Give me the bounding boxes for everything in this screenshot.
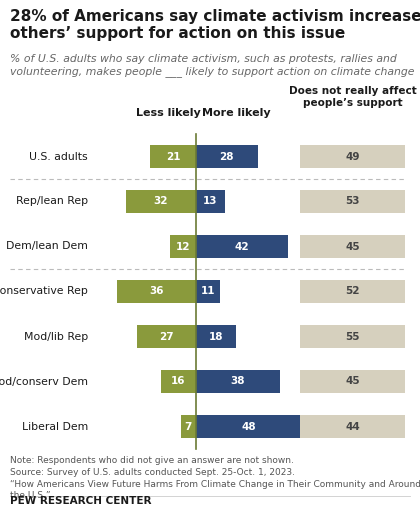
Text: 28% of Americans say climate activism increases
others’ support for action on th: 28% of Americans say climate activism in… [10,9,420,42]
Bar [150,145,196,168]
Text: 13: 13 [203,196,218,207]
Text: Less likely: Less likely [136,108,200,118]
Text: PEW RESEARCH CENTER: PEW RESEARCH CENTER [10,496,152,506]
Bar [300,415,405,438]
Bar [300,280,405,303]
Text: 12: 12 [176,242,190,251]
Text: 42: 42 [235,242,249,251]
Text: 27: 27 [159,332,173,341]
Text: More likely: More likely [202,108,270,118]
Text: 55: 55 [345,332,360,341]
Text: % of U.S. adults who say climate activism, such as protests, rallies and
volunte: % of U.S. adults who say climate activis… [10,54,415,77]
Bar [196,415,302,438]
Text: Rep/lean Rep: Rep/lean Rep [16,196,88,207]
Bar [196,190,225,213]
Text: Conservative Rep: Conservative Rep [0,286,88,297]
Text: Liberal Dem: Liberal Dem [22,421,88,431]
Text: 52: 52 [345,286,360,297]
Bar [196,145,257,168]
Bar [196,325,236,348]
Text: 38: 38 [231,376,245,387]
Text: Does not really affect
people’s support: Does not really affect people’s support [289,86,416,108]
Text: 21: 21 [165,152,180,161]
Text: 7: 7 [185,421,192,431]
Bar [196,370,280,393]
Text: Dem/lean Dem: Dem/lean Dem [6,242,88,251]
Bar [161,370,196,393]
Text: 32: 32 [154,196,168,207]
Bar [196,235,289,258]
Text: Note: Respondents who did not give an answer are not shown.
Source: Survey of U.: Note: Respondents who did not give an an… [10,456,420,501]
Bar [300,235,405,258]
Text: 11: 11 [201,286,215,297]
Text: 18: 18 [209,332,223,341]
Text: 48: 48 [241,421,256,431]
Text: Mod/conserv Dem: Mod/conserv Dem [0,376,88,387]
Bar [170,235,196,258]
Bar [300,370,405,393]
Bar [196,280,220,303]
Text: 45: 45 [345,242,360,251]
Bar [300,190,405,213]
Text: 28: 28 [220,152,234,161]
Text: 53: 53 [345,196,360,207]
Bar [126,190,196,213]
Text: 36: 36 [149,286,164,297]
Bar [300,145,405,168]
Bar [300,325,405,348]
Text: 16: 16 [171,376,186,387]
Bar [181,415,196,438]
Bar [136,325,196,348]
Text: U.S. adults: U.S. adults [29,152,88,161]
Text: 45: 45 [345,376,360,387]
Bar [117,280,196,303]
Text: Mod/lib Rep: Mod/lib Rep [24,332,88,341]
Text: 44: 44 [345,421,360,431]
Text: 49: 49 [345,152,360,161]
